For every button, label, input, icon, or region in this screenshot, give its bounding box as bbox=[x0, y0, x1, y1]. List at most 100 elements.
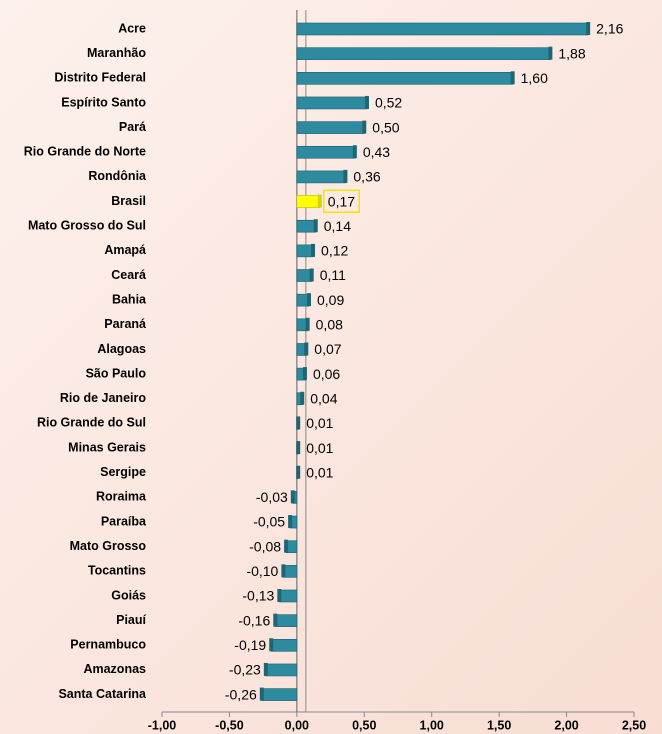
category-label: São Paulo bbox=[86, 366, 147, 380]
bar bbox=[296, 121, 365, 134]
category-label: Pará bbox=[119, 120, 146, 134]
category-label: Espírito Santo bbox=[61, 95, 146, 109]
bar bbox=[296, 195, 321, 208]
bar bbox=[261, 688, 298, 701]
bar bbox=[279, 589, 298, 603]
category-label: Minas Gerais bbox=[68, 440, 146, 454]
bar-end bbox=[304, 342, 309, 356]
bar bbox=[296, 47, 551, 60]
bar-end bbox=[263, 662, 268, 676]
category-label: Amapá bbox=[104, 243, 146, 257]
category-label: Rio Grande do Sul bbox=[37, 416, 146, 430]
value-label: 0,14 bbox=[324, 218, 351, 234]
bar-end bbox=[300, 391, 305, 405]
bar-end bbox=[273, 613, 278, 627]
x-tick-label: -0,50 bbox=[215, 718, 244, 732]
category-label: Sergipe bbox=[100, 465, 146, 479]
bar-end bbox=[343, 169, 348, 183]
bar bbox=[296, 22, 589, 36]
bar-end bbox=[296, 465, 301, 479]
bar-end bbox=[281, 564, 286, 578]
category-label: Mato Grosso do Sul bbox=[28, 219, 146, 233]
category-label: Goiás bbox=[111, 588, 146, 602]
bar-end bbox=[510, 71, 515, 85]
value-label: -0,16 bbox=[238, 612, 270, 628]
category-label: Rondônia bbox=[88, 169, 147, 183]
value-label: 0,52 bbox=[375, 95, 402, 111]
value-label: 1,88 bbox=[558, 45, 585, 61]
category-label: Mato Grosso bbox=[70, 539, 147, 553]
bar-end bbox=[548, 46, 553, 60]
value-label: 0,11 bbox=[320, 267, 346, 283]
value-label: -0,26 bbox=[225, 686, 257, 702]
bar-end bbox=[586, 22, 591, 35]
category-label: Bahia bbox=[112, 292, 147, 306]
bar-end bbox=[311, 243, 316, 257]
x-tick-label: 0,00 bbox=[285, 718, 309, 732]
bar bbox=[296, 244, 314, 258]
value-label: 0,01 bbox=[306, 464, 333, 480]
bar-end bbox=[309, 268, 314, 282]
bar-end bbox=[296, 441, 301, 455]
bar bbox=[296, 96, 368, 110]
value-label: 0,01 bbox=[306, 440, 333, 456]
value-label: 0,07 bbox=[314, 341, 341, 357]
value-label: 0,06 bbox=[313, 366, 340, 382]
value-label: -0,13 bbox=[242, 588, 274, 604]
value-label: 0,36 bbox=[353, 169, 380, 185]
bar-end bbox=[259, 687, 264, 701]
bar-end bbox=[352, 145, 357, 159]
value-label: -0,03 bbox=[256, 489, 288, 505]
category-label: Pernambuco bbox=[70, 638, 146, 652]
bar bbox=[296, 269, 312, 282]
x-tick-label: 1,50 bbox=[487, 718, 511, 732]
bar-end bbox=[284, 539, 289, 553]
bar bbox=[296, 145, 356, 159]
value-label: 0,01 bbox=[306, 415, 333, 431]
category-label: Rio Grande do Norte bbox=[24, 145, 146, 159]
category-label: Piauí bbox=[116, 613, 146, 627]
bar bbox=[283, 565, 298, 578]
value-label: 0,04 bbox=[310, 390, 337, 406]
category-label: Roraima bbox=[96, 490, 147, 504]
category-label: Paraná bbox=[104, 317, 146, 331]
value-label: 1,60 bbox=[521, 70, 548, 86]
category-label: Distrito Federal bbox=[54, 71, 146, 85]
value-label: 0,17 bbox=[328, 193, 355, 209]
bar bbox=[274, 614, 298, 627]
category-label: Acre bbox=[118, 21, 146, 35]
x-tick-label: 2,50 bbox=[622, 718, 646, 732]
bar bbox=[265, 663, 298, 677]
value-label: 0,08 bbox=[316, 317, 343, 333]
category-label: Maranhão bbox=[87, 46, 146, 60]
bar-end bbox=[362, 120, 367, 134]
category-label: Tocantins bbox=[88, 564, 146, 578]
value-label: -0,23 bbox=[229, 662, 261, 678]
bar-end bbox=[296, 416, 301, 430]
bar-end bbox=[364, 95, 369, 109]
value-label: -0,10 bbox=[246, 563, 278, 579]
value-label: -0,05 bbox=[253, 514, 285, 530]
category-label: Brasil bbox=[111, 194, 146, 208]
x-tick-label: -1,00 bbox=[148, 718, 177, 732]
value-label: 0,12 bbox=[321, 243, 348, 259]
value-label: 2,16 bbox=[596, 21, 623, 37]
bar-end bbox=[290, 490, 295, 504]
category-label: Rio de Janeiro bbox=[60, 391, 146, 405]
bar-end bbox=[313, 219, 318, 233]
category-label: Ceará bbox=[111, 268, 146, 282]
category-label: Amazonas bbox=[83, 662, 146, 676]
highlight-box bbox=[323, 189, 360, 214]
value-label: 0,43 bbox=[363, 144, 390, 160]
bar-end bbox=[288, 515, 293, 529]
bar-end bbox=[317, 194, 322, 208]
value-label: 0,50 bbox=[372, 119, 399, 135]
x-tick-label: 2,00 bbox=[554, 718, 578, 732]
bar-end bbox=[277, 588, 282, 602]
bar bbox=[296, 170, 346, 184]
bar bbox=[270, 638, 298, 652]
value-label: -0,19 bbox=[234, 637, 266, 653]
bar-end bbox=[306, 293, 311, 307]
value-label: -0,08 bbox=[249, 538, 281, 554]
